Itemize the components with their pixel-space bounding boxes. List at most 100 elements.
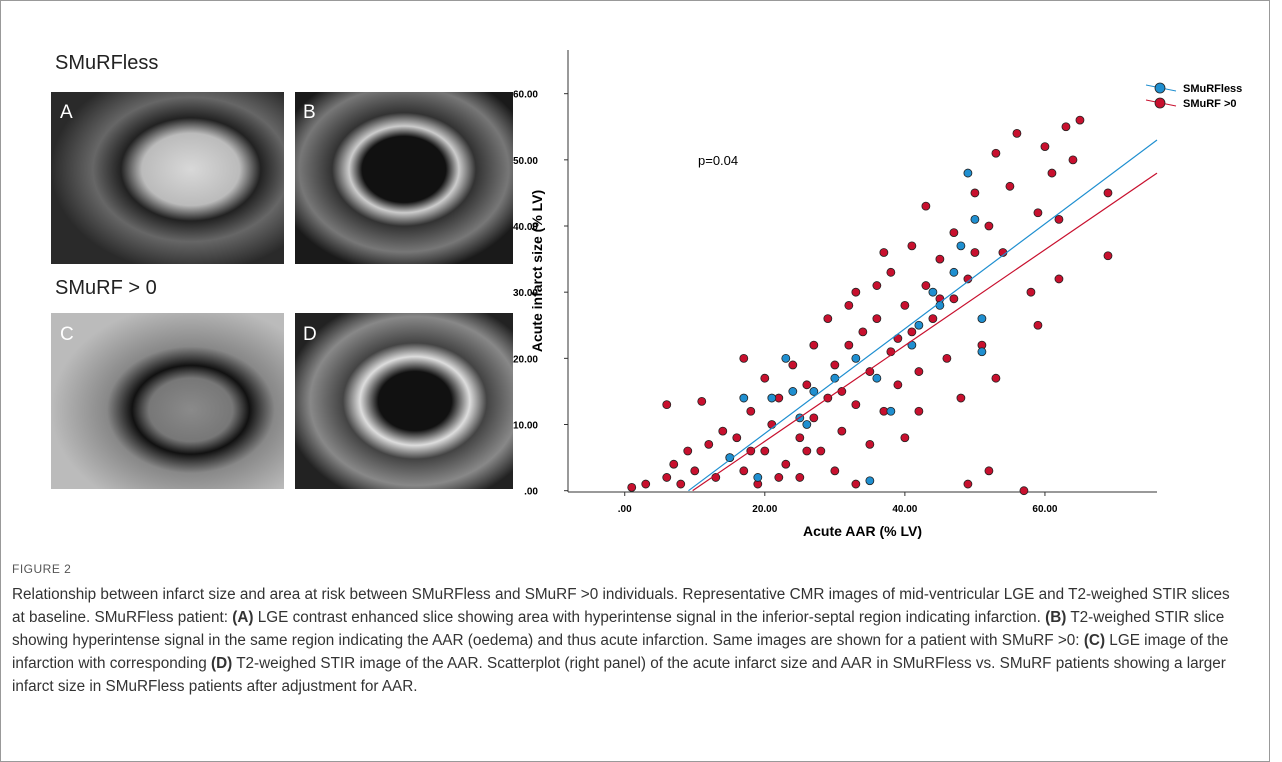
data-point: [1068, 155, 1078, 165]
data-point: [830, 466, 840, 476]
panel-label: B: [303, 102, 316, 123]
x-tick-label: 40.00: [892, 504, 917, 515]
y-tick-label: 50.00: [513, 156, 538, 167]
data-point: [641, 479, 651, 489]
data-point: [1019, 486, 1029, 496]
data-point: [1061, 122, 1071, 132]
data-point: [1054, 214, 1064, 224]
data-point: [1075, 115, 1085, 125]
legend-label: SMuRFless: [1183, 83, 1242, 95]
data-point: [900, 433, 910, 443]
caption-text: LGE image of the infarction with corresp…: [12, 632, 1229, 672]
cmr-image: [51, 313, 284, 489]
data-point: [767, 393, 777, 403]
data-point: [956, 393, 966, 403]
data-point: [795, 473, 805, 482]
data-point: [837, 426, 847, 436]
data-point: [921, 201, 931, 211]
data-point: [991, 373, 1001, 383]
data-point: [844, 340, 854, 350]
data-point: [767, 420, 777, 429]
cmr-image: [295, 313, 513, 489]
legend-marker: [1154, 82, 1166, 94]
annotation: p=0.04: [698, 153, 738, 168]
data-point: [1033, 208, 1043, 218]
data-point: [781, 459, 791, 469]
y-tick-label: 40.00: [513, 222, 538, 233]
caption-text: (A): [232, 609, 254, 626]
data-point: [627, 482, 637, 492]
caption-text: (B): [1045, 609, 1067, 626]
data-point: [1103, 251, 1113, 261]
data-point: [739, 466, 749, 476]
data-point: [781, 353, 791, 363]
data-point: [760, 373, 770, 383]
data-point: [872, 281, 882, 290]
data-point: [844, 301, 854, 310]
data-point: [914, 406, 924, 416]
figure-label: FIGURE 2: [12, 562, 72, 576]
data-point: [690, 466, 700, 476]
data-point: [984, 466, 994, 476]
caption: Relationship between infarct size and ar…: [12, 583, 1242, 698]
data-point: [963, 479, 973, 489]
data-point: [851, 287, 861, 297]
caption-text: LGE contrast enhanced slice showing area…: [253, 609, 1046, 626]
data-point: [977, 347, 987, 357]
data-point: [739, 353, 749, 363]
data-point: [872, 373, 882, 383]
data-point: [1054, 274, 1064, 284]
data-point: [914, 320, 924, 330]
data-point: [963, 168, 973, 178]
data-point: [802, 446, 812, 456]
data-point: [1005, 181, 1015, 191]
x-tick-label: 60.00: [1032, 504, 1057, 515]
data-point: [746, 406, 756, 416]
panel-label: D: [303, 324, 317, 345]
data-point: [802, 420, 812, 429]
caption-text: T2-weighed STIR slice showing hyperinten…: [12, 609, 1225, 649]
data-point: [676, 479, 686, 489]
caption-text: (D): [210, 655, 233, 672]
data-point: [991, 148, 1001, 158]
fit-line: [692, 172, 1158, 492]
data-point: [1047, 168, 1057, 178]
group-title: SMuRFless: [55, 52, 159, 74]
data-point: [942, 353, 952, 363]
data-point: [949, 267, 959, 277]
data-point: [949, 294, 959, 304]
panel-label: A: [60, 102, 73, 123]
data-point: [865, 476, 875, 486]
y-tick-label: 60.00: [513, 90, 538, 101]
data-point: [753, 473, 763, 482]
caption-text: Relationship between infarct size and ar…: [12, 586, 1230, 626]
group-title: SMuRF > 0: [55, 277, 157, 299]
x-tick-label: 20.00: [752, 504, 777, 515]
caption-text: (C): [1083, 632, 1106, 649]
data-point: [788, 360, 798, 370]
data-point: [886, 406, 896, 416]
data-point: [823, 314, 833, 324]
data-point: [788, 387, 798, 396]
data-point: [697, 396, 707, 406]
data-point: [956, 241, 966, 251]
data-point: [1103, 188, 1113, 198]
y-tick-label: 30.00: [513, 288, 538, 299]
data-point: [809, 413, 819, 423]
data-point: [851, 400, 861, 410]
data-point: [851, 479, 861, 489]
data-point: [935, 254, 945, 264]
data-point: [795, 433, 805, 443]
data-point: [865, 439, 875, 449]
data-point: [949, 228, 959, 238]
figure: A B C D .00 10.00 20.00 30.00 40.00 50.00 60.0…: [51, 50, 1242, 539]
data-point: [718, 426, 728, 436]
data-point: [858, 327, 868, 337]
data-point: [928, 287, 938, 297]
data-point: [1033, 320, 1043, 330]
cmr-image: [51, 92, 284, 264]
data-point: [739, 393, 749, 403]
y-tick-label: .00: [524, 487, 538, 498]
data-point: [879, 248, 889, 257]
fit-line: [688, 139, 1158, 492]
